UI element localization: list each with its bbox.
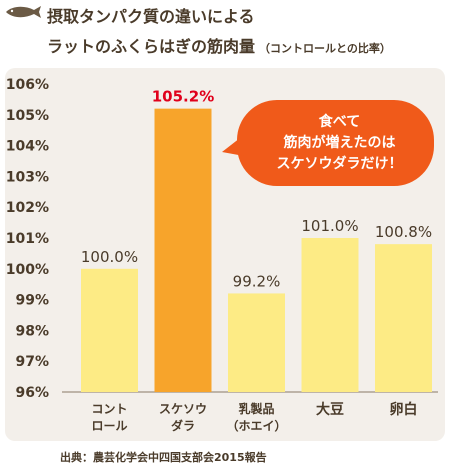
chart-title-line2: ラットのふくらはぎの筋肉量 （コントロールとの比率） xyxy=(47,33,391,57)
callout-text-line: 筋肉が増えたのは xyxy=(284,134,396,151)
y-tick-label: 96% xyxy=(15,385,49,401)
y-tick-label: 102% xyxy=(6,200,49,216)
data-label-4: 101.0% xyxy=(301,217,358,235)
chart-title-line1: 摂取タンパク質の違いによる xyxy=(47,7,255,26)
y-tick-label: 99% xyxy=(15,293,49,309)
bar-4 xyxy=(301,238,359,392)
category-label-2: スケソウ xyxy=(159,402,207,416)
category-label-2: ダラ xyxy=(171,418,195,433)
bar-2 xyxy=(154,108,212,392)
y-tick-label: 100% xyxy=(6,262,49,278)
bar-1 xyxy=(81,268,138,392)
y-tick-label: 104% xyxy=(6,139,49,155)
y-tick-label: 97% xyxy=(15,354,49,370)
data-label-3: 99.2% xyxy=(233,272,281,290)
y-tick-label: 106% xyxy=(6,77,49,93)
fish-icon xyxy=(6,6,41,18)
bar-5 xyxy=(375,244,432,392)
category-label-1: コント xyxy=(91,402,127,416)
chart-title-line2-text: ラットのふくらはぎの筋肉量 xyxy=(47,37,256,56)
callout-text-line: 食べて xyxy=(319,113,360,130)
source-note: 出典：農芸化学会中四国支部会2015報告 xyxy=(60,451,267,464)
y-tick-label: 98% xyxy=(15,323,49,339)
category-label-5: 卵白 xyxy=(390,401,418,418)
category-label-4: 大豆 xyxy=(316,401,344,418)
y-tick-label: 105% xyxy=(6,108,49,124)
chart-subtitle: （コントロールとの比率） xyxy=(259,42,391,55)
callout-pointer xyxy=(222,138,244,156)
y-tick-label: 103% xyxy=(6,169,49,185)
category-label-3: 乳製品 xyxy=(238,401,274,416)
data-label-2: 105.2% xyxy=(152,88,214,106)
data-label-5: 100.8% xyxy=(375,223,432,241)
bar-3 xyxy=(228,293,285,392)
data-label-1: 100.0% xyxy=(81,248,138,266)
callout-text-line: スケソウダラだけ！ xyxy=(277,155,403,172)
category-label-1: ロール xyxy=(91,419,127,433)
callout-bubble xyxy=(237,100,434,186)
category-label-3: （ホエイ） xyxy=(226,418,286,433)
chart-header: 摂取タンパク質の違いによる ラットのふくらはぎの筋肉量 （コントロールとの比率） xyxy=(0,0,453,62)
y-tick-label: 101% xyxy=(6,231,49,247)
